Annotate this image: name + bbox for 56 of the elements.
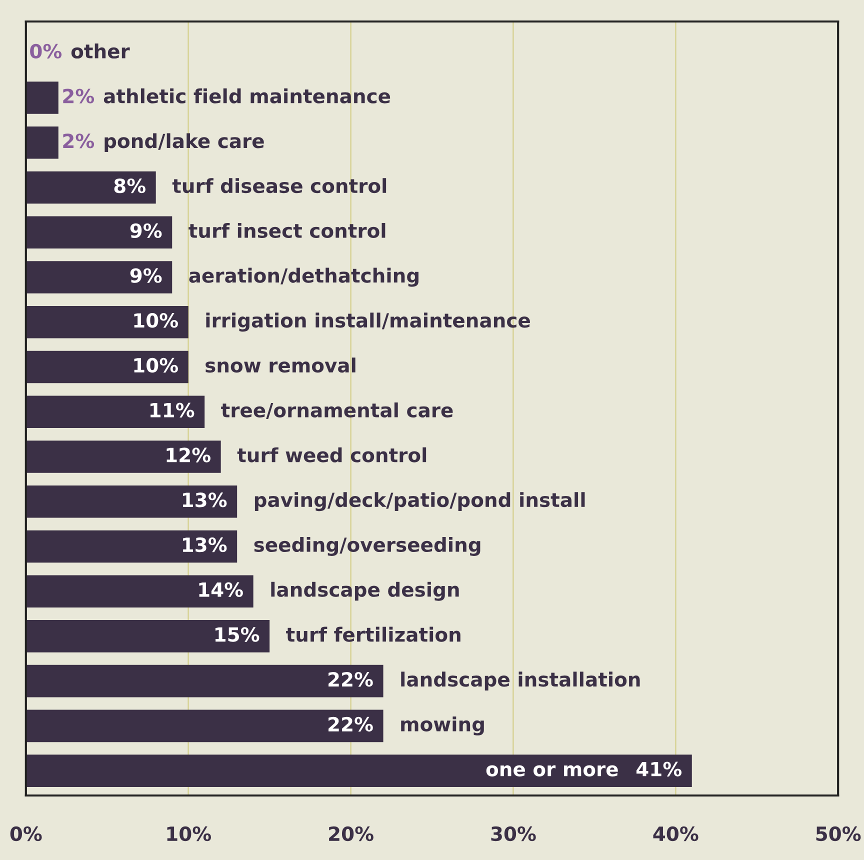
y-tick-label: turf fertilization (286, 626, 460, 642)
data-label: 10% (134, 358, 178, 373)
y-tick-label: mowing (401, 716, 484, 736)
bar (26, 126, 58, 159)
bar (26, 350, 188, 384)
bar (26, 396, 205, 428)
y-tick-label: irrigation install/maintenance (206, 312, 530, 332)
y-tick-label: athletic field maintenance (104, 88, 390, 104)
bar (26, 664, 384, 698)
data-label: 2% (63, 134, 94, 148)
bar (26, 710, 384, 742)
x-tick-label: 10% (167, 826, 212, 842)
x-tick-label: 30% (491, 826, 536, 842)
y-tick-label: tree/ornamental care (221, 402, 453, 420)
data-label: 8% (114, 178, 146, 194)
data-label: 13% (182, 492, 227, 508)
y-tick-label: seeding/overseeding (254, 536, 480, 556)
bar (26, 171, 156, 204)
data-label: 2% (63, 88, 94, 104)
x-tick-label: 0% (10, 826, 42, 842)
y-tick-label: landscape design (271, 582, 459, 601)
bar (26, 261, 172, 294)
y-tick-label: one or more (486, 765, 618, 776)
y-tick-label: turf disease control (172, 178, 386, 194)
y-tick-label: turf weed control (237, 447, 426, 462)
y-tick-label: turf insect control (188, 222, 386, 238)
y-tick-label: aeration/dethatching (189, 268, 418, 287)
data-label: 12% (166, 448, 210, 462)
y-tick-label: landscape installation (401, 672, 640, 690)
data-label: 13% (182, 537, 227, 552)
bar (26, 82, 58, 114)
data-label: 9% (130, 223, 162, 238)
bar (26, 575, 254, 608)
data-label: 14% (199, 582, 243, 597)
y-tick-label: snow removal (206, 358, 356, 373)
x-tick-label: 50% (816, 826, 861, 842)
data-label: 10% (134, 313, 178, 328)
y-tick-label: paving/deck/patio/pond install (254, 492, 585, 512)
bar (26, 485, 238, 518)
y-tick-label: other (71, 44, 130, 59)
data-label: 22% (328, 716, 373, 732)
bar (26, 306, 188, 338)
data-label: 9% (130, 268, 162, 283)
bar (26, 530, 238, 563)
x-tick-label: 20% (329, 826, 374, 842)
data-label: 0% (30, 44, 62, 59)
data-label: 11% (150, 402, 194, 418)
data-label: 41% (636, 762, 682, 776)
bar (26, 440, 221, 473)
bar (26, 754, 692, 787)
y-tick-label: pond/lake care (104, 133, 264, 152)
data-label: 15% (215, 627, 260, 642)
bar (26, 620, 270, 652)
x-tick-label: 40% (653, 826, 698, 842)
data-label: 22% (328, 672, 373, 687)
bar (26, 216, 172, 249)
